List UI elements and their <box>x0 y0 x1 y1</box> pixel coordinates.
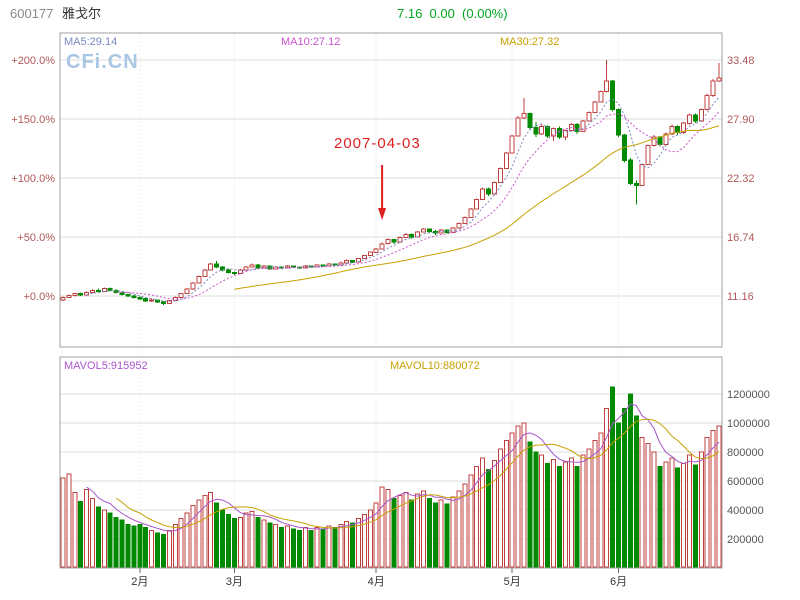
svg-text:400000: 400000 <box>727 505 764 517</box>
svg-text:+200.0%: +200.0% <box>11 55 55 67</box>
legend-mavol10: MAVOL10:880072 <box>390 360 480 372</box>
svg-text:600000: 600000 <box>727 476 764 488</box>
mavol5-line <box>86 403 720 532</box>
price-grid: +200.0% 33.48 +150.0% 27.90 +100.0% 22.32 +50.… <box>11 55 754 303</box>
event-date-annotation: 2007-04-03 <box>334 135 421 152</box>
stock-name: 雅戈尔 <box>62 6 102 21</box>
svg-text:+150.0%: +150.0% <box>11 114 55 126</box>
annotation-arrow <box>378 165 387 220</box>
legend-ma5: MA5:29.14 <box>64 36 118 48</box>
svg-text:1200000: 1200000 <box>727 389 770 401</box>
svg-text:22.32: 22.32 <box>727 173 755 185</box>
svg-text:4月: 4月 <box>368 576 385 588</box>
svg-text:5月: 5月 <box>504 576 521 588</box>
svg-text:800000: 800000 <box>727 447 764 459</box>
watermark-logo: CFi.CN <box>66 51 139 73</box>
svg-text:27.90: 27.90 <box>727 114 755 126</box>
svg-text:+100.0%: +100.0% <box>11 173 55 185</box>
svg-text:11.16: 11.16 <box>727 291 754 303</box>
mavol10-line <box>115 418 720 529</box>
legend-ma10: MA10:27.12 <box>281 36 341 48</box>
svg-text:+0.0%: +0.0% <box>24 291 56 303</box>
svg-text:2月: 2月 <box>131 576 148 588</box>
svg-text:16.74: 16.74 <box>727 232 755 244</box>
ma5-line <box>86 96 720 302</box>
ma30-line <box>234 125 720 290</box>
stock-code: 600177 <box>10 6 54 21</box>
price-panel-border <box>59 32 723 348</box>
svg-text:1000000: 1000000 <box>727 418 770 430</box>
svg-text:+50.0%: +50.0% <box>17 232 55 244</box>
volume-panel-border <box>59 356 723 569</box>
svg-text:200000: 200000 <box>727 534 764 546</box>
candlesticks <box>60 59 722 306</box>
svg-text:3月: 3月 <box>226 576 243 588</box>
ma10-line <box>116 111 720 300</box>
svg-text:6月: 6月 <box>610 576 627 588</box>
svg-text:33.48: 33.48 <box>727 55 755 67</box>
legend-ma30: MA30:27.32 <box>500 36 560 48</box>
legend-mavol5: MAVOL5:915952 <box>64 360 148 372</box>
stock-quote: 7.16 0.00 (0.00%) <box>397 6 508 21</box>
volume-bars <box>60 386 722 568</box>
